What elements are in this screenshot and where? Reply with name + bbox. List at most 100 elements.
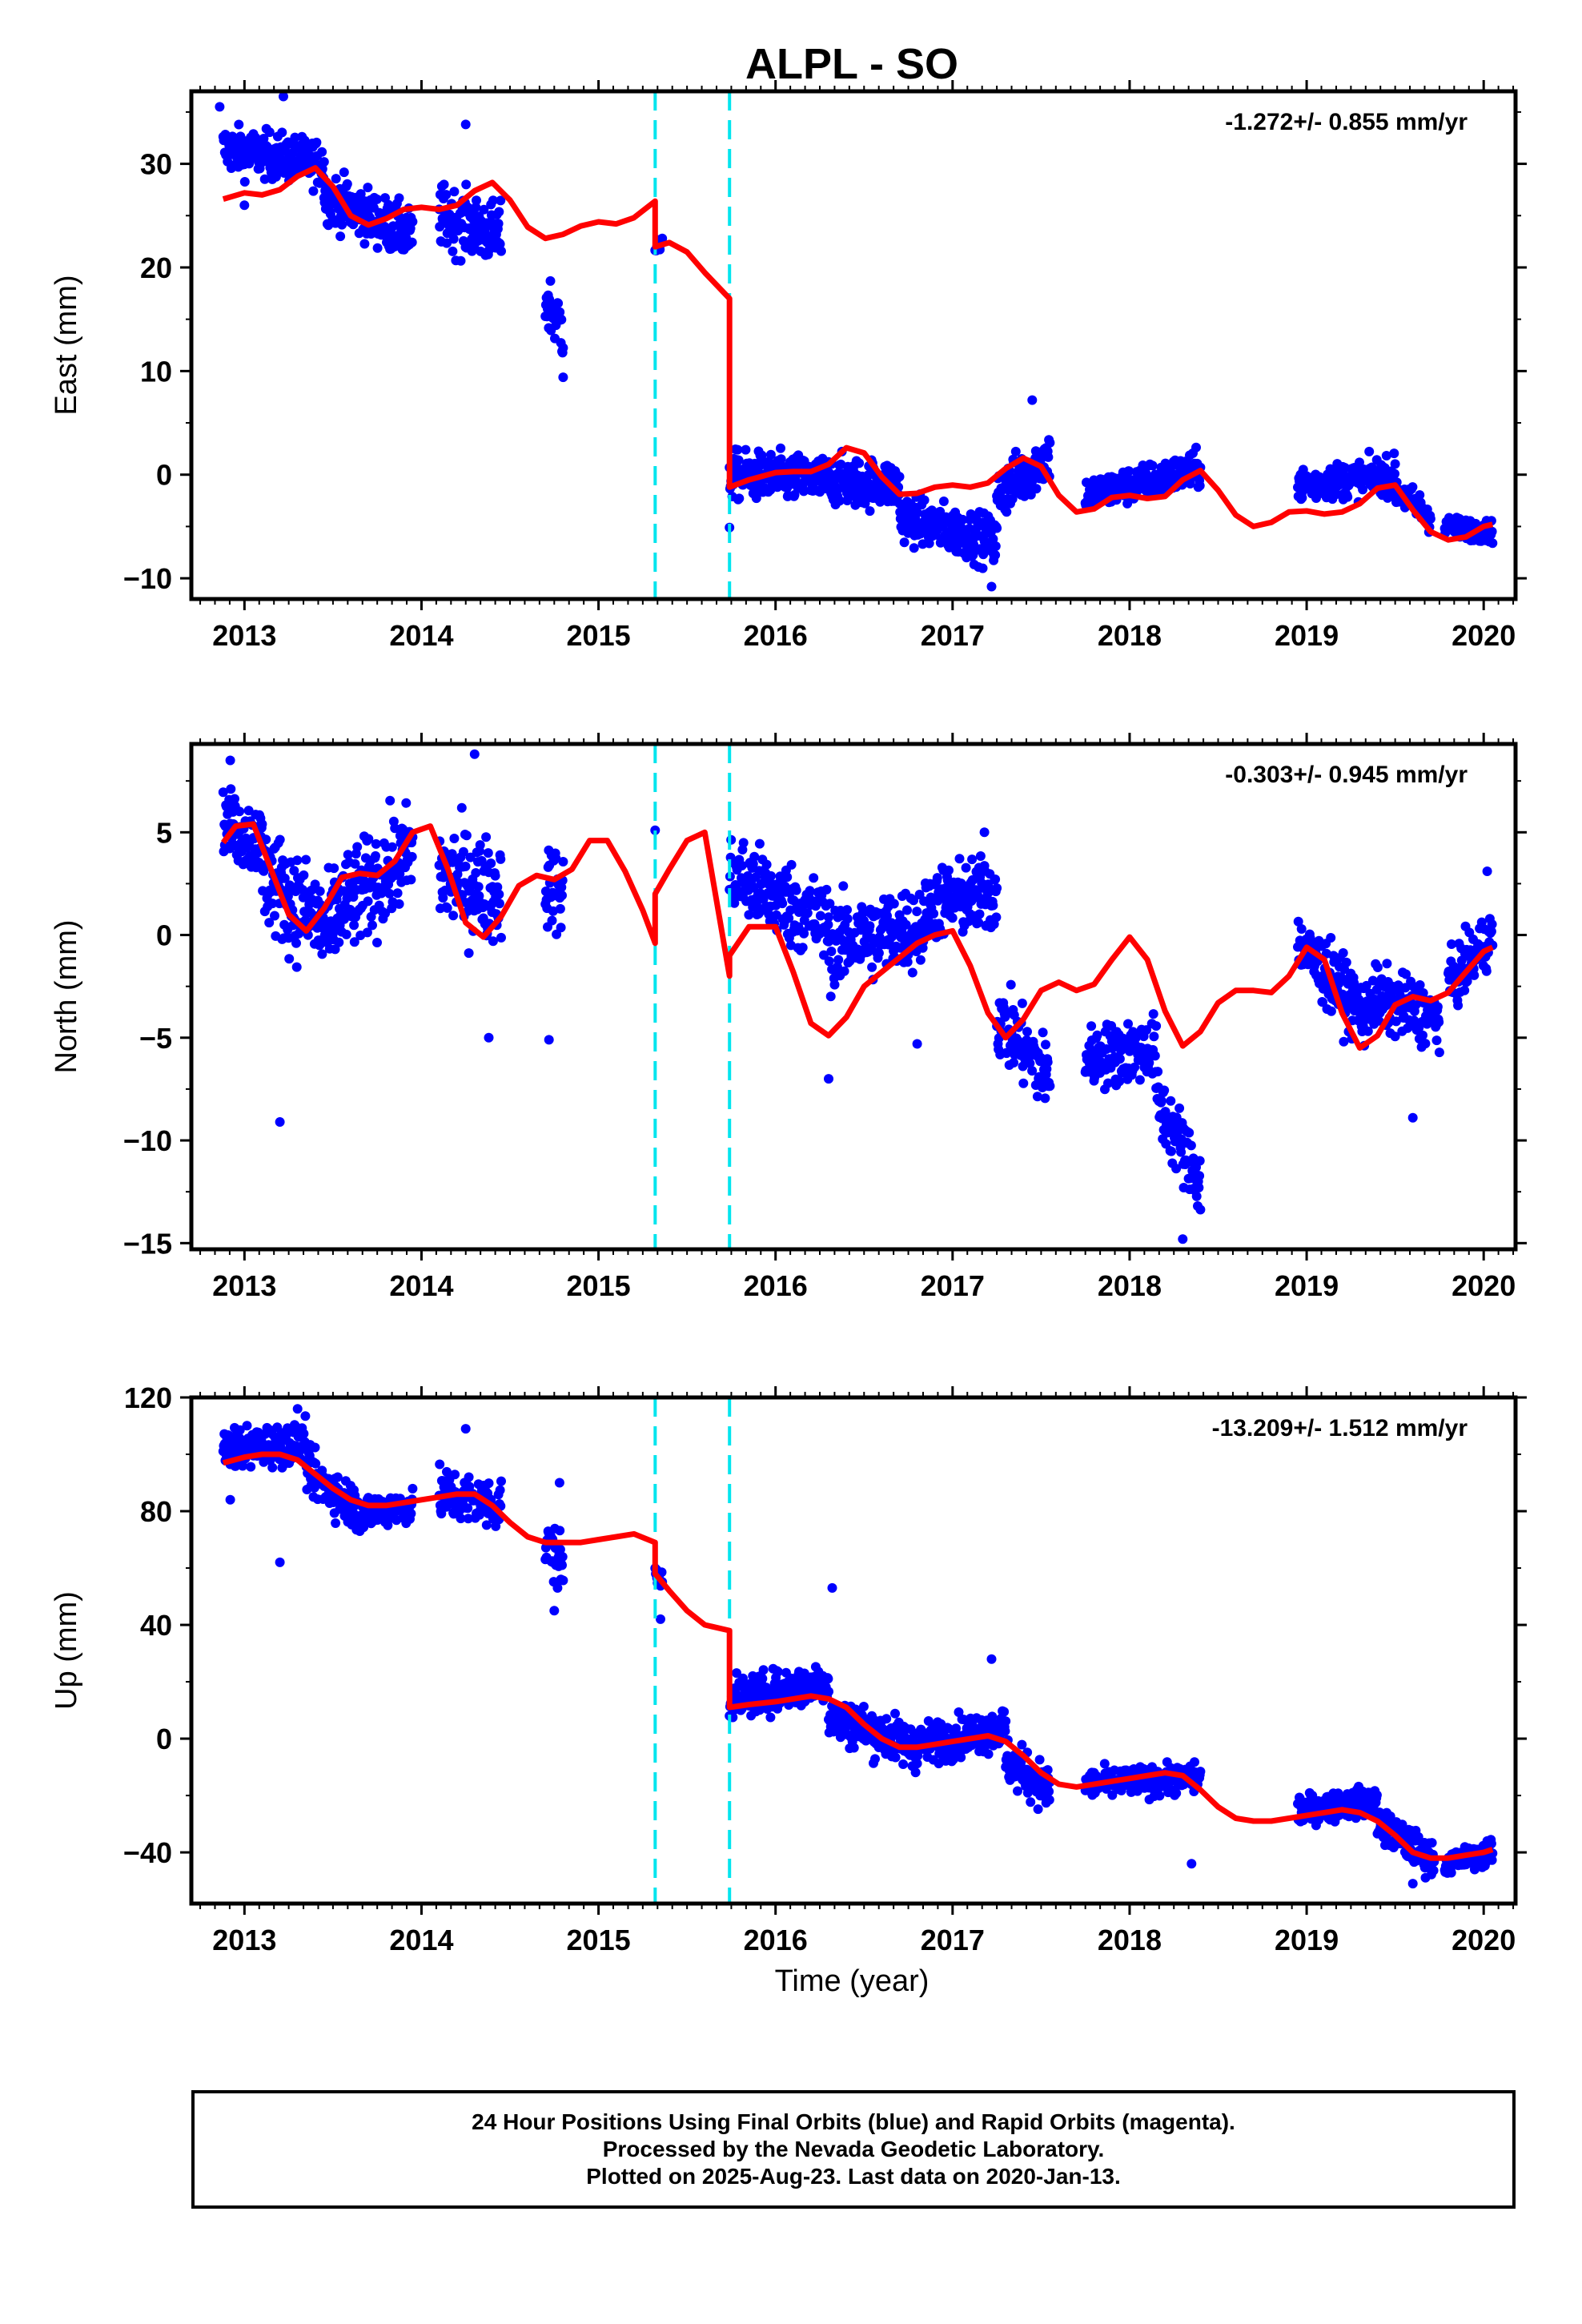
x-tick-label: 2015 — [567, 1269, 631, 1302]
data-point — [275, 1117, 285, 1127]
data-point — [821, 884, 832, 895]
data-point — [267, 1462, 278, 1473]
data-point — [458, 846, 468, 857]
data-point — [991, 912, 1002, 923]
data-point — [371, 194, 382, 204]
data-point — [1372, 963, 1383, 972]
data-point — [545, 275, 556, 286]
data-point — [954, 854, 965, 864]
data-point — [339, 167, 349, 178]
data-point — [1297, 493, 1307, 503]
data-point — [1000, 1726, 1010, 1736]
data-point — [832, 962, 842, 972]
data-point — [1123, 1019, 1133, 1029]
data-point — [359, 239, 370, 249]
data-point — [1045, 437, 1055, 448]
data-point — [734, 493, 745, 504]
data-point — [1420, 1039, 1431, 1049]
data-point — [824, 956, 834, 967]
data-point — [372, 243, 383, 253]
data-point — [1027, 1066, 1038, 1076]
data-point — [824, 912, 833, 923]
data-point — [283, 891, 293, 902]
data-point — [246, 1462, 256, 1472]
data-point — [337, 219, 347, 230]
data-point — [944, 865, 954, 875]
data-point — [1124, 466, 1134, 476]
y-tick-label: 5 — [156, 816, 172, 849]
data-point — [777, 899, 788, 909]
data-point — [737, 860, 747, 870]
data-point — [310, 879, 320, 890]
data-point — [464, 1472, 474, 1482]
data-point — [469, 749, 480, 759]
data-point — [557, 1552, 568, 1562]
data-point — [1150, 1051, 1160, 1061]
data-point — [919, 495, 930, 505]
data-point — [319, 157, 329, 167]
data-point — [372, 938, 382, 947]
data-point — [239, 200, 250, 211]
data-point — [849, 1743, 859, 1753]
data-point — [975, 851, 986, 861]
data-point — [387, 842, 397, 852]
data-point — [992, 523, 1002, 533]
data-point — [331, 1518, 341, 1528]
data-point — [448, 911, 459, 921]
data-point — [1153, 1067, 1163, 1077]
data-point — [1355, 457, 1364, 468]
data-point — [1166, 1096, 1176, 1106]
data-point — [1032, 1092, 1042, 1102]
data-point — [967, 854, 978, 865]
data-point — [1025, 1058, 1035, 1068]
data-point — [558, 372, 568, 383]
y-tick-label: −10 — [123, 562, 172, 595]
data-point — [1425, 513, 1435, 524]
data-point — [349, 920, 359, 931]
data-point — [999, 1707, 1010, 1717]
data-point — [465, 852, 476, 862]
data-point — [842, 914, 853, 924]
data-point — [438, 893, 448, 903]
data-point — [435, 1459, 445, 1470]
data-point — [299, 870, 309, 880]
data-point — [317, 949, 327, 959]
data-point — [1364, 446, 1375, 456]
data-point — [1151, 1021, 1162, 1031]
data-point — [986, 581, 997, 592]
data-point — [439, 179, 449, 190]
data-point — [881, 1714, 892, 1724]
y-tick-label: −15 — [123, 1227, 172, 1260]
plot-area — [218, 744, 1498, 1249]
data-point — [290, 132, 300, 143]
data-point — [829, 979, 840, 990]
data-point — [809, 873, 819, 883]
data-point — [979, 827, 990, 838]
data-point — [1042, 1057, 1053, 1068]
data-point — [1415, 490, 1425, 501]
data-point — [481, 832, 492, 842]
x-tick-label: 2017 — [921, 619, 985, 652]
data-point — [1381, 451, 1391, 460]
data-point — [490, 870, 500, 881]
y-tick-label: −5 — [139, 1022, 172, 1055]
data-point — [488, 195, 498, 206]
data-point — [894, 472, 905, 482]
data-point — [1041, 1039, 1050, 1050]
data-point — [352, 842, 363, 852]
data-point — [782, 872, 793, 883]
data-point — [1407, 1112, 1418, 1123]
data-point — [1114, 1054, 1125, 1064]
data-point — [909, 895, 919, 906]
data-point — [938, 497, 949, 506]
data-point — [448, 234, 459, 244]
data-point — [460, 861, 471, 871]
x-tick-label: 2020 — [1452, 619, 1516, 652]
data-point — [1191, 442, 1201, 452]
data-point — [299, 1429, 309, 1439]
data-point — [275, 834, 285, 845]
data-point — [496, 932, 506, 943]
data-point — [1338, 948, 1348, 958]
data-point — [556, 315, 567, 325]
